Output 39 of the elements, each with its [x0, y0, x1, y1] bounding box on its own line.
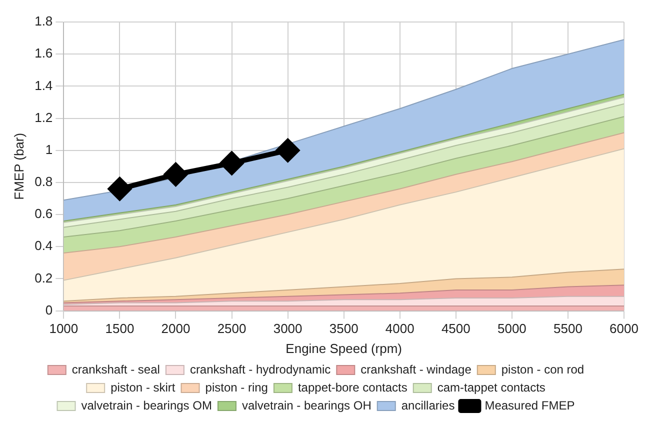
- legend-label: ancillaries: [401, 398, 455, 412]
- y-tick-label: 0: [45, 302, 53, 318]
- x-axis-title: Engine Speed (rpm): [286, 340, 402, 356]
- y-tick-label: 0.6: [34, 206, 53, 222]
- legend-label: piston - skirt: [110, 380, 176, 394]
- legend-label: crankshaft - seal: [72, 362, 160, 376]
- x-tick-label: 4500: [441, 321, 470, 336]
- x-tick-label: 3500: [329, 321, 358, 336]
- y-tick-label: 1.6: [34, 46, 53, 61]
- legend-label: crankshaft - hydrodynamic: [190, 362, 331, 376]
- x-tick-label: 2000: [161, 321, 190, 336]
- legend-label: valvetrain - bearings OH: [242, 398, 372, 412]
- legend-label: crankshaft - windage: [360, 362, 472, 376]
- point: [276, 138, 300, 162]
- point: [220, 152, 244, 175]
- point: [108, 177, 132, 200]
- legend-label: piston - con rod: [501, 362, 584, 376]
- x-tick-label: 1500: [105, 321, 134, 336]
- y-tick-label: 1.4: [34, 78, 53, 93]
- legend-label: valvetrain - bearings OM: [81, 398, 212, 412]
- x-tick-label: 6000: [610, 321, 638, 336]
- x-tick-label: 2500: [217, 321, 246, 336]
- y-tick-label: 0.8: [34, 174, 53, 190]
- legend-label: cam-tappet contacts: [437, 380, 546, 394]
- legend-label: Measured FMEP: [484, 398, 575, 412]
- legend-label: piston - ring: [205, 380, 268, 394]
- y-axis-title: FMEP (bar): [11, 132, 26, 200]
- x-tick-label: 5000: [497, 321, 526, 336]
- x-tick-label: 4000: [385, 321, 414, 336]
- legend-label: tappet-bore contacts: [298, 380, 408, 394]
- x-tick-label: 3000: [273, 321, 302, 336]
- y-tick-label: 1: [45, 142, 53, 157]
- y-tick-label: 0.4: [34, 238, 53, 254]
- y-tick-label: 0.2: [34, 270, 53, 286]
- x-tick-label: 1000: [49, 321, 78, 336]
- x-tick-label: 5500: [554, 321, 582, 336]
- y-tick-label: 1.8: [34, 14, 53, 29]
- point: [164, 162, 188, 186]
- y-tick-label: 1.2: [34, 110, 53, 125]
